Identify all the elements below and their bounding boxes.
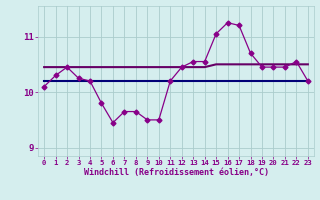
X-axis label: Windchill (Refroidissement éolien,°C): Windchill (Refroidissement éolien,°C) [84, 168, 268, 177]
